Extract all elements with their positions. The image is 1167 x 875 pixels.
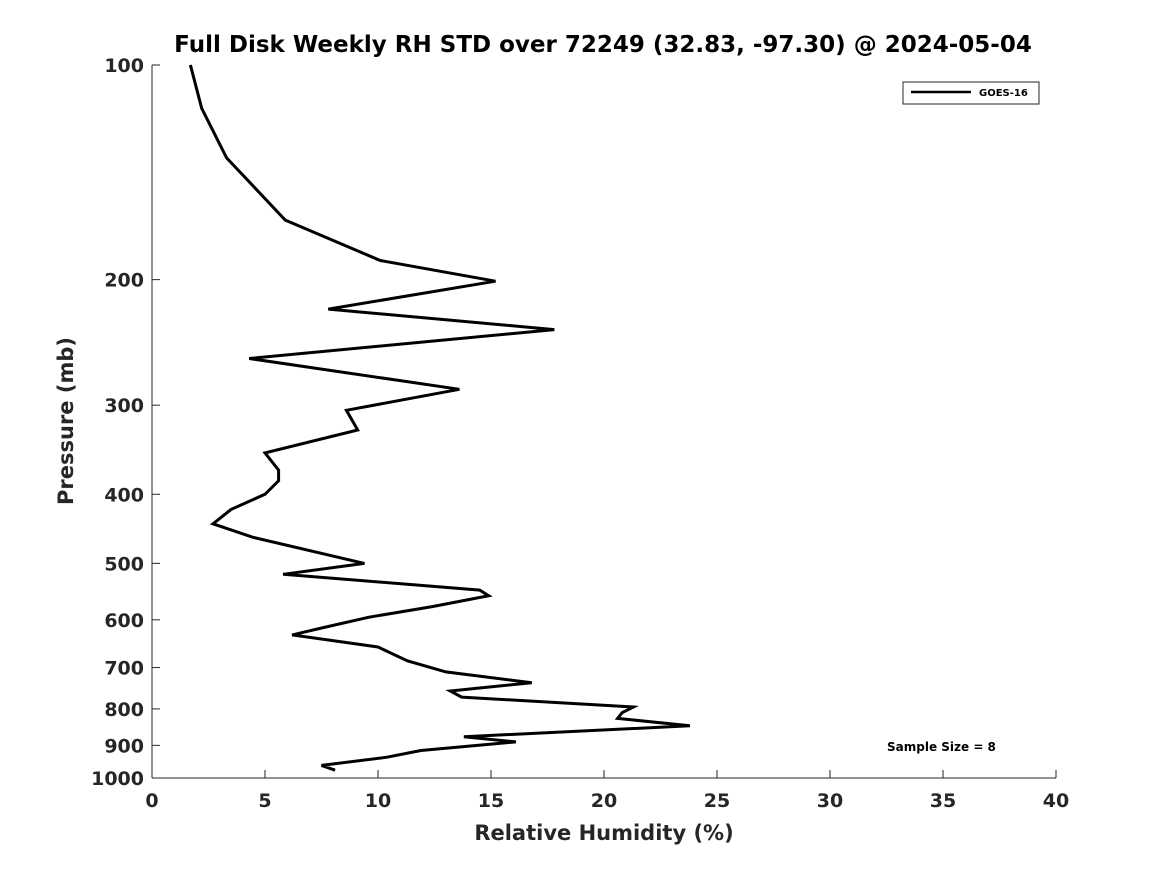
legend: GOES-16 xyxy=(902,81,1040,105)
x-tick-label: 30 xyxy=(817,790,843,812)
data-point xyxy=(334,769,337,772)
data-point xyxy=(553,328,556,331)
x-tick-label: 25 xyxy=(704,790,730,812)
data-point xyxy=(478,589,481,592)
x-tick-label: 10 xyxy=(365,790,391,812)
data-point xyxy=(367,616,370,619)
data-point xyxy=(322,626,325,629)
data-point xyxy=(530,681,533,684)
data-point xyxy=(320,764,323,767)
data-point xyxy=(632,705,635,708)
y-tick-label: 100 xyxy=(104,55,144,77)
data-point xyxy=(230,508,233,511)
data-point xyxy=(458,388,461,391)
data-point xyxy=(688,724,691,727)
series-line-goes-16 xyxy=(188,64,691,772)
y-tick-label: 500 xyxy=(104,553,144,575)
y-axis-label: Pressure (mb) xyxy=(54,337,78,505)
y-tick-label: 300 xyxy=(104,395,144,417)
data-point xyxy=(386,756,389,759)
x-tick-label: 35 xyxy=(930,790,956,812)
data-point xyxy=(284,219,287,222)
data-point xyxy=(356,428,359,431)
data-point xyxy=(462,735,465,738)
data-point xyxy=(494,280,497,283)
x-tick-label: 40 xyxy=(1043,790,1069,812)
sample-size-annotation: Sample Size = 8 xyxy=(887,740,996,754)
data-point xyxy=(514,740,517,743)
x-axis-ticks: 0 5 10 15 20 25 30 35 40 xyxy=(145,770,1069,812)
data-point xyxy=(212,522,215,525)
data-point xyxy=(282,573,285,576)
chart-title: Full Disk Weekly RH STD over 72249 (32.8… xyxy=(174,32,1032,58)
series-layer xyxy=(188,64,691,772)
data-point xyxy=(616,717,619,720)
y-tick-label: 600 xyxy=(104,610,144,632)
data-point xyxy=(264,493,267,496)
x-tick-label: 20 xyxy=(591,790,617,812)
data-point xyxy=(406,659,409,662)
data-point xyxy=(431,605,434,608)
data-point xyxy=(363,562,366,565)
plot-area xyxy=(151,65,1056,779)
data-point xyxy=(189,64,192,67)
data-point xyxy=(621,711,624,714)
y-tick-label: 900 xyxy=(104,735,144,757)
data-point xyxy=(460,696,463,699)
y-tick-label: 200 xyxy=(104,270,144,292)
legend-label-goes-16: GOES-16 xyxy=(979,88,1028,99)
y-tick-label: 400 xyxy=(104,484,144,506)
y-tick-label: 800 xyxy=(104,699,144,721)
plot-frame xyxy=(152,65,1056,778)
data-point xyxy=(379,259,382,262)
y-axis-ticks: 100 200 300 400 500 600 700 800 900 1000 xyxy=(91,55,160,790)
x-tick-label: 0 xyxy=(145,790,158,812)
data-point xyxy=(449,689,452,692)
x-tick-label: 15 xyxy=(478,790,504,812)
data-point xyxy=(200,107,203,110)
data-point xyxy=(264,451,267,454)
data-point xyxy=(252,536,255,539)
y-tick-label: 700 xyxy=(104,658,144,680)
data-point xyxy=(487,594,490,597)
data-point xyxy=(277,469,280,472)
data-point xyxy=(248,357,251,360)
data-point xyxy=(327,308,330,311)
data-point xyxy=(291,633,294,636)
x-axis-label: Relative Humidity (%) xyxy=(474,821,733,845)
y-tick-label: 1000 xyxy=(91,768,144,790)
data-point xyxy=(444,670,447,673)
data-point xyxy=(277,479,280,482)
data-point xyxy=(225,156,228,159)
x-tick-label: 5 xyxy=(258,790,271,812)
data-point xyxy=(345,409,348,412)
data-point xyxy=(377,645,380,648)
data-point xyxy=(419,749,422,752)
